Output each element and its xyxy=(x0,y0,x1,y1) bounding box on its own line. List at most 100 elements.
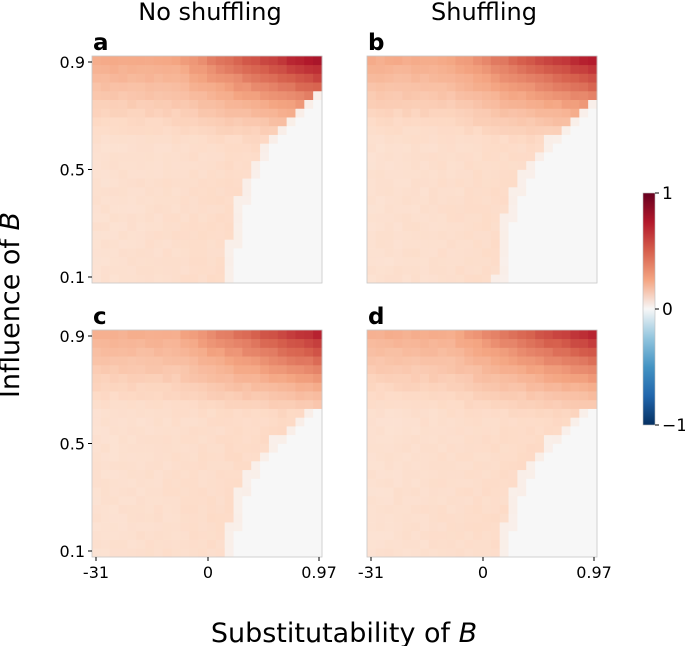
heatmap-cell xyxy=(526,64,536,74)
heatmap-cell xyxy=(180,530,190,540)
heatmap-cell xyxy=(118,408,128,418)
heatmap-cell xyxy=(189,56,199,66)
heatmap-cell xyxy=(251,391,261,401)
heatmap-cell xyxy=(224,443,234,453)
heatmap-cell xyxy=(552,469,562,479)
heatmap-cell xyxy=(455,204,465,214)
heatmap-cell xyxy=(224,522,234,532)
heatmap-cell xyxy=(260,239,270,249)
heatmap-cell xyxy=(286,539,296,549)
heatmap-cell xyxy=(552,108,562,118)
heatmap-cell xyxy=(543,548,554,558)
heatmap-cell xyxy=(313,178,323,188)
heatmap-cell xyxy=(428,504,439,514)
heatmap-cell xyxy=(490,426,501,436)
heatmap-cell xyxy=(526,434,536,444)
heatmap-cell xyxy=(490,108,501,118)
heatmap-cell xyxy=(260,548,270,558)
heatmap-cell xyxy=(153,56,164,66)
heatmap-cell xyxy=(162,330,172,340)
heatmap-cell xyxy=(268,504,279,514)
heatmap-cell xyxy=(535,487,545,497)
heatmap-cell xyxy=(446,99,456,109)
heatmap-cell xyxy=(268,195,279,205)
heatmap-cell xyxy=(153,408,164,418)
heatmap-cell xyxy=(295,186,305,197)
heatmap-cell xyxy=(189,265,199,275)
heatmap-cell xyxy=(393,382,403,392)
heatmap-cell xyxy=(561,204,571,214)
heatmap-cell xyxy=(109,134,119,144)
heatmap-cell xyxy=(198,178,208,188)
heatmap-cell xyxy=(162,434,172,444)
heatmap-cell xyxy=(277,487,287,497)
heatmap-cell xyxy=(482,169,492,179)
heatmap-cell xyxy=(535,434,545,444)
heatmap-cell xyxy=(268,204,279,214)
heatmap-cell xyxy=(100,469,111,479)
heatmap-cell xyxy=(268,338,279,348)
heatmap-cell xyxy=(393,347,403,357)
heatmap-cell xyxy=(588,108,598,118)
heatmap-cell xyxy=(384,539,394,549)
heatmap-cell xyxy=(526,221,536,231)
heatmap-cell xyxy=(561,338,571,348)
heatmap-cell xyxy=(561,443,571,453)
heatmap-cell xyxy=(437,248,447,258)
heatmap-cell xyxy=(109,221,119,231)
heatmap-cell xyxy=(233,274,243,284)
heatmap-cell xyxy=(561,64,571,74)
heatmap-cell xyxy=(268,356,279,366)
heatmap-cell xyxy=(136,108,146,118)
heatmap-cell xyxy=(393,99,403,109)
heatmap-cell xyxy=(402,426,412,436)
heatmap-cell xyxy=(428,213,439,223)
heatmap-cell xyxy=(268,522,279,532)
heatmap-cell xyxy=(411,434,421,444)
heatmap-cell xyxy=(304,195,314,205)
heatmap-cell xyxy=(464,548,474,558)
heatmap-cell xyxy=(367,487,377,497)
heatmap-cell xyxy=(136,239,146,249)
heatmap-cell xyxy=(136,169,146,179)
heatmap-cell xyxy=(145,125,155,135)
heatmap-cell xyxy=(277,443,287,453)
heatmap-cell xyxy=(286,213,296,223)
heatmap-cell xyxy=(171,487,181,497)
heatmap-cell xyxy=(552,382,562,392)
heatmap-cell xyxy=(561,522,571,532)
heatmap-cell xyxy=(446,338,456,348)
heatmap-cell xyxy=(437,495,447,505)
heatmap-cell xyxy=(109,487,119,497)
heatmap-cell xyxy=(224,204,234,214)
heatmap-cell xyxy=(304,90,314,100)
heatmap-cell xyxy=(455,504,465,514)
heatmap-cell xyxy=(570,364,580,374)
heatmap-cell xyxy=(162,99,172,109)
y-tick-label: 0.1 xyxy=(60,268,85,287)
heatmap-cell xyxy=(162,530,172,540)
heatmap-cell xyxy=(535,248,545,258)
heatmap-cell xyxy=(367,256,377,266)
heatmap-cell xyxy=(384,204,394,214)
heatmap-cell xyxy=(100,134,111,144)
heatmap-cell xyxy=(446,125,456,135)
heatmap-cell xyxy=(260,204,270,214)
heatmap-cell xyxy=(375,487,386,497)
heatmap-cell xyxy=(127,522,137,532)
heatmap-cell xyxy=(233,230,243,240)
heatmap-cell xyxy=(224,495,234,505)
heatmap-cell xyxy=(304,239,314,249)
heatmap-cell xyxy=(570,330,580,340)
heatmap-cell xyxy=(588,460,598,471)
heatmap-cell xyxy=(189,186,199,197)
heatmap-cell xyxy=(162,539,172,549)
heatmap-cell xyxy=(189,256,199,266)
heatmap-cell xyxy=(375,195,386,205)
heatmap-cell xyxy=(402,160,412,170)
heatmap-cell xyxy=(118,82,128,92)
heatmap-cell xyxy=(153,356,164,366)
heatmap-cell xyxy=(118,373,128,383)
heatmap-cell xyxy=(145,239,155,249)
heatmap-cell xyxy=(393,125,403,135)
